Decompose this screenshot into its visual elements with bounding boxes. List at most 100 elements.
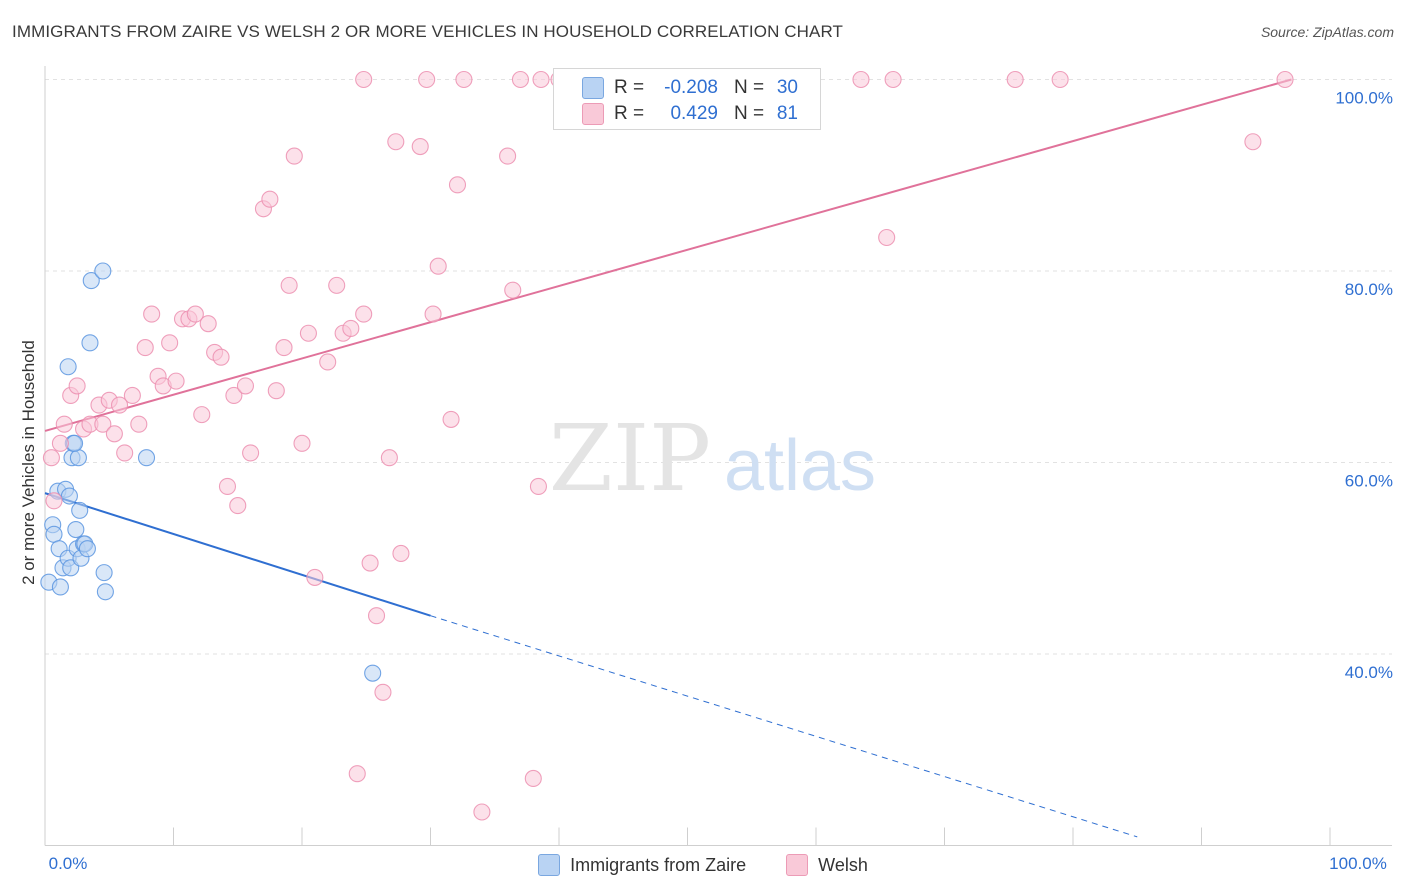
stats-swatch-welsh xyxy=(582,103,604,125)
point-welsh xyxy=(212,348,230,366)
x-tick-label: 100.0% xyxy=(1329,854,1387,873)
legend-swatch-zaire xyxy=(538,854,561,876)
legend-swatch-welsh xyxy=(786,854,809,876)
point-welsh xyxy=(285,147,303,165)
point-welsh xyxy=(852,70,870,89)
point-zaire xyxy=(51,578,69,596)
point-welsh xyxy=(55,415,73,433)
point-welsh xyxy=(342,319,360,338)
point-welsh xyxy=(878,228,896,247)
n-value: 30 xyxy=(776,77,798,98)
point-zaire xyxy=(95,564,113,582)
n-value: 81 xyxy=(776,103,798,124)
r-value: -0.208 xyxy=(664,77,718,98)
point-zaire xyxy=(71,501,89,519)
point-welsh xyxy=(361,554,379,572)
point-welsh xyxy=(186,305,204,323)
legend-item-zaire[interactable]: Immigrants from Zaire xyxy=(538,854,746,876)
point-welsh xyxy=(105,425,123,443)
point-welsh xyxy=(392,544,410,563)
point-welsh xyxy=(448,176,467,194)
r-label: R = xyxy=(614,103,645,124)
point-welsh xyxy=(242,444,260,462)
point-zaire xyxy=(137,449,156,467)
grid-layer xyxy=(45,79,1392,655)
y-tick-label: 100.0% xyxy=(1335,89,1393,108)
watermark: ZIP atlas xyxy=(549,405,876,512)
point-zaire xyxy=(60,487,78,505)
point-welsh xyxy=(275,339,293,357)
points-layer xyxy=(40,70,1294,821)
point-welsh xyxy=(68,377,86,395)
point-welsh xyxy=(280,276,298,294)
stats-swatch-zaire xyxy=(582,77,604,99)
legend-label-welsh: Welsh xyxy=(818,854,868,875)
point-welsh xyxy=(143,305,161,323)
point-welsh xyxy=(299,324,317,342)
point-welsh xyxy=(42,449,60,467)
point-zaire xyxy=(78,540,96,558)
y-tick-label: 60.0% xyxy=(1345,472,1393,491)
point-welsh xyxy=(167,372,185,390)
point-welsh xyxy=(306,568,324,586)
point-welsh xyxy=(94,415,112,433)
point-welsh xyxy=(411,137,429,156)
chart-title: IMMIGRANTS FROM ZAIRE VS WELSH 2 OR MORE… xyxy=(12,22,844,41)
y-tick-label: 40.0% xyxy=(1345,663,1393,682)
watermark-zip: ZIP xyxy=(549,405,711,512)
bottom-legend: Immigrants from Zaire Welsh xyxy=(0,852,1406,878)
point-welsh xyxy=(348,765,366,783)
stats-row-welsh: R = 0.429 N = 81 xyxy=(554,101,822,127)
legend-label-zaire: Immigrants from Zaire xyxy=(570,854,747,875)
legend-item-welsh[interactable]: Welsh xyxy=(786,854,868,876)
point-welsh xyxy=(110,396,129,414)
point-welsh xyxy=(511,70,530,89)
point-welsh xyxy=(123,386,141,405)
point-welsh xyxy=(524,769,542,788)
point-welsh xyxy=(261,190,279,208)
watermark-atlas: atlas xyxy=(724,426,876,506)
point-welsh xyxy=(380,449,398,467)
point-zaire xyxy=(67,520,85,539)
point-welsh xyxy=(504,281,522,299)
point-welsh xyxy=(236,377,255,395)
x-tick-label: 0.0% xyxy=(49,854,88,873)
r-value: 0.429 xyxy=(670,103,718,124)
stats-legend: R = -0.208 N = 30 R = 0.429 N = 81 xyxy=(553,68,821,130)
point-welsh xyxy=(45,492,63,510)
point-welsh xyxy=(529,477,547,495)
trendline-welsh xyxy=(44,78,1292,432)
point-welsh xyxy=(387,133,405,151)
point-welsh xyxy=(429,257,447,275)
point-welsh xyxy=(293,434,311,452)
point-welsh xyxy=(229,497,247,515)
point-zaire xyxy=(82,272,100,290)
point-welsh xyxy=(328,276,346,294)
stats-row-zaire: R = -0.208 N = 30 xyxy=(554,75,822,101)
point-welsh xyxy=(267,382,285,400)
point-zaire xyxy=(59,358,77,376)
n-label: N = xyxy=(734,77,765,98)
y-axis-title: 2 or more Vehicles in Household xyxy=(19,340,38,585)
point-welsh xyxy=(1276,70,1294,89)
point-welsh xyxy=(355,305,373,323)
point-welsh xyxy=(532,70,550,89)
point-welsh xyxy=(130,415,148,433)
point-welsh xyxy=(1006,70,1024,89)
point-welsh xyxy=(455,70,473,89)
point-welsh xyxy=(218,477,237,495)
label-layer: 40.0% 60.0% 80.0% 100.0% 0.0% 100.0% 2 or more… xyxy=(19,89,1393,874)
trendline-zaire xyxy=(44,492,431,617)
point-welsh xyxy=(199,315,217,333)
point-welsh xyxy=(442,410,460,428)
point-welsh xyxy=(161,334,179,352)
point-welsh xyxy=(1051,70,1069,89)
point-welsh xyxy=(355,70,373,89)
trendline-zaire-extension xyxy=(430,615,1138,838)
n-label: N = xyxy=(734,103,765,124)
y-tick-label: 80.0% xyxy=(1345,280,1393,299)
point-zaire xyxy=(45,525,63,543)
point-zaire xyxy=(81,334,99,352)
trend-layer xyxy=(44,78,1292,838)
